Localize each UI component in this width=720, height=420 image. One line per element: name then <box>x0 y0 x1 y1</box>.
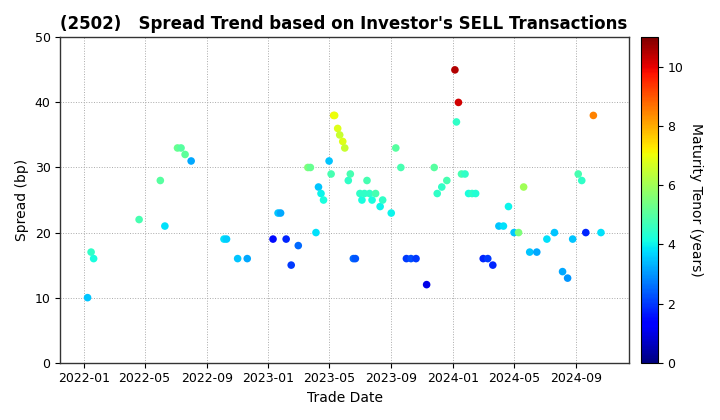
Point <box>508 229 520 236</box>
Point <box>343 177 354 184</box>
Point <box>588 112 599 119</box>
Point <box>374 203 386 210</box>
X-axis label: Trade Date: Trade Date <box>307 391 383 405</box>
Point <box>86 249 97 255</box>
Point <box>356 197 368 203</box>
Point <box>513 229 524 236</box>
Point <box>345 171 356 177</box>
Point <box>377 197 388 203</box>
Point <box>155 177 166 184</box>
Y-axis label: Spread (bp): Spread (bp) <box>15 159 29 241</box>
Point <box>395 164 407 171</box>
Point <box>159 223 171 229</box>
Point <box>332 125 343 132</box>
Point <box>459 171 471 177</box>
Point <box>267 236 279 242</box>
Point <box>493 223 505 229</box>
Point <box>385 210 397 216</box>
Point <box>580 229 592 236</box>
Point <box>318 197 329 203</box>
Point <box>549 229 560 236</box>
Point <box>175 144 186 151</box>
Point <box>410 255 422 262</box>
Point <box>185 158 197 164</box>
Point <box>310 229 322 236</box>
Y-axis label: Maturity Tenor (years): Maturity Tenor (years) <box>689 123 703 277</box>
Point <box>315 190 327 197</box>
Point <box>576 177 588 184</box>
Point <box>487 262 498 268</box>
Point <box>323 158 335 164</box>
Point <box>400 255 412 262</box>
Point <box>312 184 324 190</box>
Point <box>428 164 440 171</box>
Point <box>518 184 529 190</box>
Point <box>557 268 568 275</box>
Point <box>172 144 184 151</box>
Point <box>421 281 433 288</box>
Point <box>595 229 607 236</box>
Point <box>482 255 493 262</box>
Point <box>354 190 366 197</box>
Point <box>329 112 341 119</box>
Point <box>292 242 304 249</box>
Point <box>503 203 514 210</box>
Point <box>463 190 474 197</box>
Point <box>456 171 467 177</box>
Point <box>470 190 482 197</box>
Point <box>431 190 443 197</box>
Point <box>531 249 543 255</box>
Point <box>467 190 478 197</box>
Point <box>359 190 370 197</box>
Point <box>364 190 375 197</box>
Point <box>302 164 314 171</box>
Point <box>350 255 361 262</box>
Point <box>366 197 378 203</box>
Point <box>567 236 578 242</box>
Point <box>390 144 402 151</box>
Point <box>477 255 489 262</box>
Point <box>348 255 359 262</box>
Point <box>88 255 99 262</box>
Point <box>370 190 382 197</box>
Point <box>361 177 373 184</box>
Point <box>221 236 233 242</box>
Point <box>82 294 94 301</box>
Text: (2502)   Spread Trend based on Investor's SELL Transactions: (2502) Spread Trend based on Investor's … <box>60 15 628 33</box>
Point <box>436 184 448 190</box>
Point <box>441 177 453 184</box>
Point <box>275 210 287 216</box>
Point <box>562 275 573 281</box>
Point <box>241 255 253 262</box>
Point <box>325 171 337 177</box>
Point <box>280 236 292 242</box>
Point <box>272 210 284 216</box>
Point <box>572 171 584 177</box>
Point <box>449 66 461 73</box>
Point <box>232 255 243 262</box>
Point <box>405 255 417 262</box>
Point <box>541 236 553 242</box>
Point <box>305 164 316 171</box>
Point <box>498 223 509 229</box>
Point <box>179 151 191 158</box>
Point <box>285 262 297 268</box>
Point <box>524 249 536 255</box>
Point <box>339 144 351 151</box>
Point <box>453 99 464 106</box>
Point <box>328 112 339 119</box>
Point <box>451 118 462 125</box>
Point <box>218 236 230 242</box>
Point <box>334 131 346 138</box>
Point <box>133 216 145 223</box>
Point <box>337 138 348 145</box>
